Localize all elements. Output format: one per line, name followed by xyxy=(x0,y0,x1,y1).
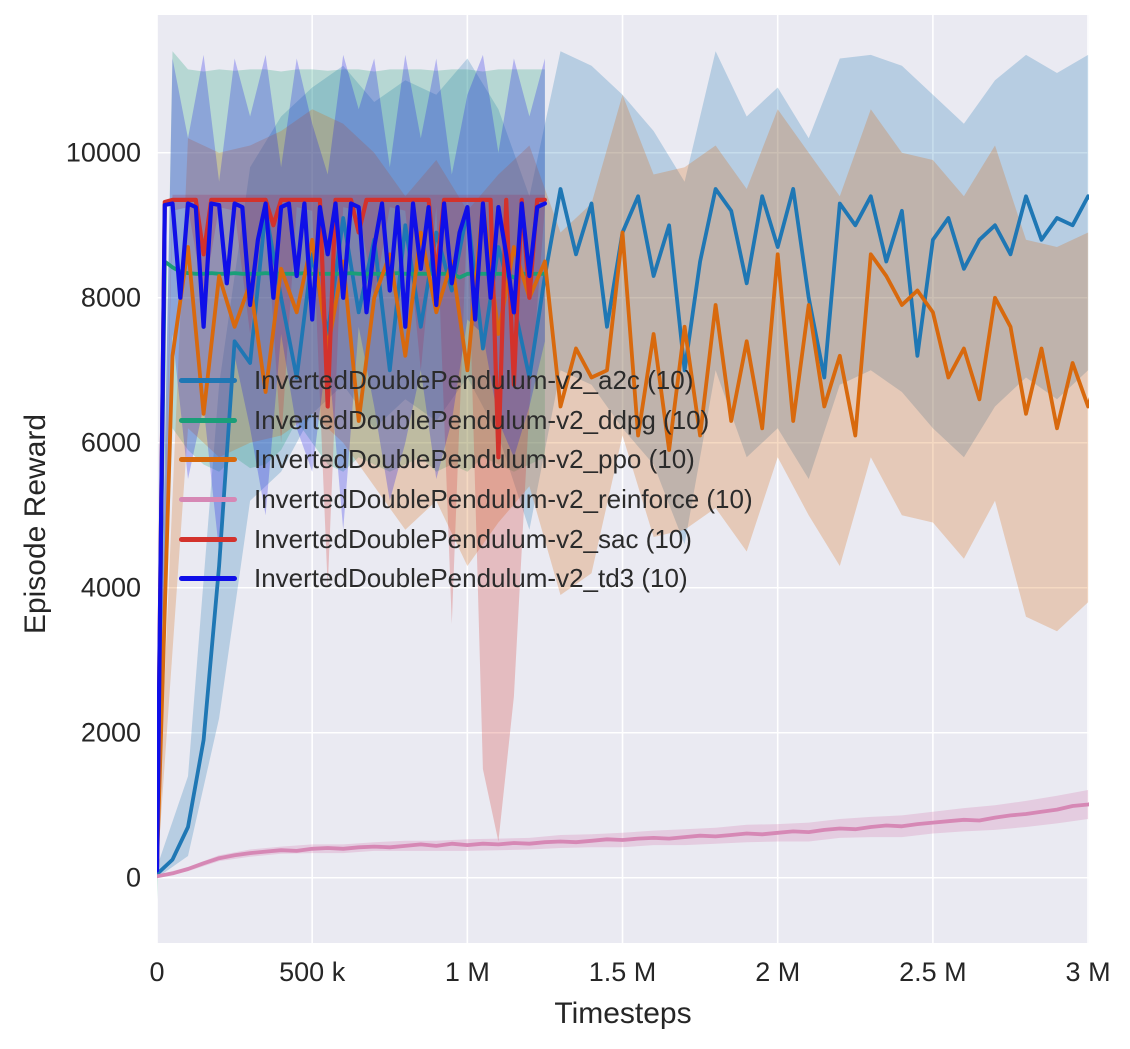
legend-item-a2c: InvertedDoublePendulum-v2_a2c (10) xyxy=(179,361,753,401)
y-tick-0: 0 xyxy=(125,862,141,893)
legend-label-ddpg: InvertedDoublePendulum-v2_ddpg (10) xyxy=(254,404,710,435)
y-axis-label: Episode Reward xyxy=(19,413,52,635)
legend-swatch-ppo xyxy=(179,457,237,463)
series-line-ddpg xyxy=(157,259,547,871)
x-tick-2m: 2 M xyxy=(755,957,801,987)
legend-label-sac: InvertedDoublePendulum-v2_sac (10) xyxy=(254,523,692,554)
legend-item-sac: InvertedDoublePendulum-v2_sac (10) xyxy=(179,519,753,559)
y-tick-4000: 4000 xyxy=(80,572,141,603)
series-band-sac xyxy=(157,194,545,875)
series-line-td3 xyxy=(157,201,547,873)
legend-swatch-td3 xyxy=(179,576,237,582)
x-tick-0: 0 xyxy=(149,957,165,987)
y-tick-6000: 6000 xyxy=(80,427,141,458)
series-line-sac xyxy=(157,197,547,869)
legend-swatch-sac xyxy=(179,536,237,542)
x-tick-2.5m: 2.5 M xyxy=(899,957,967,987)
x-tick-1m: 1 M xyxy=(444,957,490,987)
series-band-reinforce xyxy=(157,790,1089,878)
legend-item-ddpg: InvertedDoublePendulum-v2_ddpg (10) xyxy=(179,401,753,441)
legend-swatch-a2c xyxy=(179,378,237,384)
y-tick-8000: 8000 xyxy=(80,282,141,313)
y-tick-2000: 2000 xyxy=(80,717,141,748)
legend-swatch-reinforce xyxy=(179,497,237,503)
legend-label-reinforce: InvertedDoublePendulum-v2_reinforce (10) xyxy=(254,484,753,515)
legend-swatch-ddpg xyxy=(179,417,237,423)
y-tick-10000: 10000 xyxy=(65,137,141,168)
legend-label-ppo: InvertedDoublePendulum-v2_ppo (10) xyxy=(254,444,695,475)
series-line-reinforce xyxy=(157,802,1089,879)
x-tick-3m: 3 M xyxy=(1065,957,1111,987)
legend-label-td3: InvertedDoublePendulum-v2_td3 (10) xyxy=(254,563,688,594)
legend-label-a2c: InvertedDoublePendulum-v2_a2c (10) xyxy=(254,365,694,396)
legend-item-reinforce: InvertedDoublePendulum-v2_reinforce (10) xyxy=(179,480,753,520)
legend: InvertedDoublePendulum-v2_a2c (10) Invert… xyxy=(179,361,753,599)
legend-item-ppo: InvertedDoublePendulum-v2_ppo (10) xyxy=(179,440,753,480)
legend-item-td3: InvertedDoublePendulum-v2_td3 (10) xyxy=(179,559,753,599)
x-axis-label: Timesteps xyxy=(554,997,692,1030)
x-tick-500k: 500 k xyxy=(279,957,346,987)
x-tick-1.5m: 1.5 M xyxy=(588,957,657,987)
